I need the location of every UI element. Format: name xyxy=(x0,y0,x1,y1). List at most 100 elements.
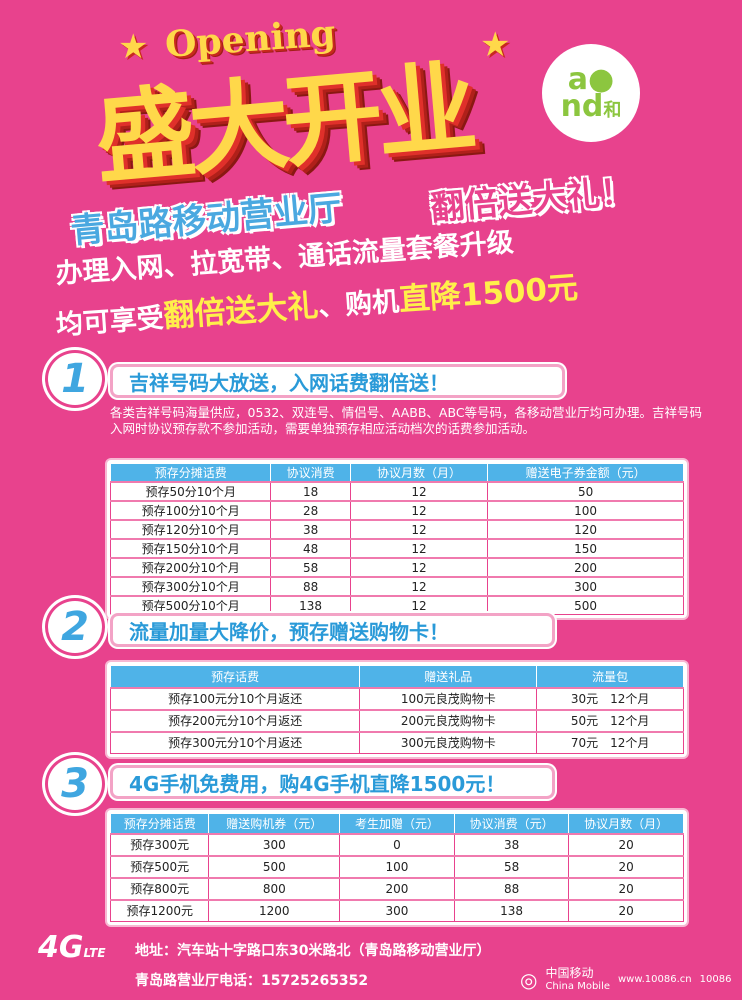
section1-table: 预存分摊话费 协议消费 协议月数（月） 赠送电子券金额（元） 预存50分10个月 18 12… xyxy=(107,460,687,618)
star-icon: ★ xyxy=(118,27,149,67)
table-cell: 0 xyxy=(339,832,455,856)
table-cell: 88 xyxy=(453,876,570,900)
table-cell: 20 xyxy=(568,876,684,900)
table-cell: 88 xyxy=(270,576,351,597)
table-cell: 12 xyxy=(349,576,489,597)
section1-description: 各类吉祥号码海量供应，0532、双连号、情侣号、AABB、ABC等号码，各移动营… xyxy=(110,405,703,436)
table-cell: 20 xyxy=(568,854,684,878)
table-row: 预存500分10个月 138 12 500 xyxy=(109,595,684,615)
table-cell: 20 xyxy=(568,898,684,922)
table-cell: 300 xyxy=(339,898,455,922)
table-header-row: 预存分摊话费 赠送购机券（元） 考生加赠（元） 协议消费（元） 协议月数（月） xyxy=(109,813,684,834)
section1-title: 吉祥号码大放送，入网话费翻倍送！ xyxy=(110,364,565,398)
table-cell: 18 xyxy=(270,481,351,502)
store-address: 地址：汽车站十字路口东30米路北（青岛路移动营业厅） xyxy=(135,943,491,959)
section3-table: 预存分摊话费 赠送购机券（元） 考生加赠（元） 协议消费（元） 协议月数（月） 预存300… xyxy=(107,810,687,925)
column-header: 协议消费（元） xyxy=(453,813,570,834)
table-cell: 50元 12个月 xyxy=(536,708,684,732)
china-mobile-logo-icon: ◎ xyxy=(520,967,538,992)
table-header-row: 预存分摊话费 协议消费 协议月数（月） 赠送电子券金额（元） xyxy=(109,463,684,483)
table-cell: 300 xyxy=(208,832,341,856)
table-cell: 预存500元 xyxy=(109,854,210,878)
table-cell: 28 xyxy=(270,500,351,521)
table-cell: 300 xyxy=(487,576,684,597)
table-cell: 12 xyxy=(349,595,489,615)
table-header-row: 预存话费 赠送礼品 流量包 xyxy=(109,665,684,688)
table-row: 预存300分10个月 88 12 300 xyxy=(109,576,684,597)
table-row: 预存100元分10个月返还 100元良茂购物卡 30元 12个月 xyxy=(109,686,684,710)
table-row: 预存500元 500 100 58 20 xyxy=(109,854,684,878)
website-logo[interactable]: www.10086.cn xyxy=(618,973,692,985)
table-cell: 12 xyxy=(349,500,489,521)
table-cell: 预存300元分10个月返还 xyxy=(109,730,361,754)
table-cell: 120 xyxy=(487,519,684,540)
and-brand-logo: a● nd和 xyxy=(542,44,640,142)
table-row: 预存300元分10个月返还 300元良茂购物卡 70元 12个月 xyxy=(109,730,684,754)
section-number-2: 2 xyxy=(45,598,105,656)
table-cell: 预存800元 xyxy=(109,876,210,900)
section-number-1: 1 xyxy=(45,350,105,408)
table-cell: 500 xyxy=(208,854,341,878)
table-cell: 预存500分10个月 xyxy=(109,595,272,615)
china-mobile-logos: ◎ 中国移动 China Mobile www.10086.cn 10086 xyxy=(520,966,731,993)
table-cell: 预存1200元 xyxy=(109,898,210,922)
table-cell: 58 xyxy=(270,557,351,578)
table-cell: 预存100分10个月 xyxy=(109,500,272,521)
section-number-3: 3 xyxy=(45,755,105,813)
table-cell: 200 xyxy=(339,876,455,900)
table-cell: 预存300元 xyxy=(109,832,210,856)
table-cell: 200元良茂购物卡 xyxy=(359,708,538,732)
table-cell: 20 xyxy=(568,832,684,856)
table-cell: 300元良茂购物卡 xyxy=(359,730,538,754)
column-header: 赠送礼品 xyxy=(359,665,538,688)
table-cell: 100 xyxy=(487,500,684,521)
table-cell: 12 xyxy=(349,519,489,540)
hotline-logo[interactable]: 10086 xyxy=(699,973,732,985)
table-row: 预存120分10个月 38 12 120 xyxy=(109,519,684,540)
column-header: 预存话费 xyxy=(109,665,361,688)
table-cell: 12 xyxy=(349,538,489,559)
highlight: 直降1500元 xyxy=(397,269,580,319)
column-header: 赠送电子券金额（元） xyxy=(487,463,684,483)
table-cell: 30元 12个月 xyxy=(536,686,684,710)
table-cell: 100元良茂购物卡 xyxy=(359,686,538,710)
table-row: 预存100分10个月 28 12 100 xyxy=(109,500,684,521)
column-header: 流量包 xyxy=(536,665,684,688)
table-cell: 12 xyxy=(349,557,489,578)
table-cell: 预存150分10个月 xyxy=(109,538,272,559)
section3-title: 4G手机免费用，购4G手机直降1500元！ xyxy=(110,765,555,799)
table-cell: 预存200元分10个月返还 xyxy=(109,708,361,732)
opening-text: Opening xyxy=(163,12,337,66)
table-cell: 150 xyxy=(487,538,684,559)
table-row: 预存50分10个月 18 12 50 xyxy=(109,481,684,502)
table-cell: 200 xyxy=(487,557,684,578)
table-cell: 58 xyxy=(453,854,570,878)
table-cell: 48 xyxy=(270,538,351,559)
table-cell: 12 xyxy=(349,481,489,502)
section2-title: 流量加量大降价，预存赠送购物卡！ xyxy=(110,613,555,647)
china-mobile-logo: 中国移动 China Mobile xyxy=(545,966,610,993)
column-header: 预存分摊话费 xyxy=(109,463,272,483)
store-phone[interactable]: 青岛路营业厅电话：15725265352 xyxy=(135,973,369,989)
column-header: 赠送购机券（元） xyxy=(208,813,341,834)
column-header: 预存分摊话费 xyxy=(109,813,210,834)
table-cell: 38 xyxy=(453,832,570,856)
table-row: 预存200元分10个月返还 200元良茂购物卡 50元 12个月 xyxy=(109,708,684,732)
table-cell: 100 xyxy=(339,854,455,878)
table-row: 预存300元 300 0 38 20 xyxy=(109,832,684,856)
table-cell: 预存300分10个月 xyxy=(109,576,272,597)
table-cell: 预存200分10个月 xyxy=(109,557,272,578)
4g-lte-logo: 4GLTE xyxy=(38,930,106,965)
table-cell: 138 xyxy=(270,595,351,615)
table-row: 预存800元 800 200 88 20 xyxy=(109,876,684,900)
cm-en: China Mobile xyxy=(545,981,610,992)
grand-opening-title: 盛大开业 xyxy=(90,48,476,199)
column-header: 考生加赠（元） xyxy=(339,813,455,834)
column-header: 协议月数（月） xyxy=(349,463,489,483)
table-cell: 预存100元分10个月返还 xyxy=(109,686,361,710)
promo-headline: 翻倍送大礼！ xyxy=(428,171,636,229)
table-row: 预存200分10个月 58 12 200 xyxy=(109,557,684,578)
column-header: 协议消费 xyxy=(270,463,351,483)
table-cell: 800 xyxy=(208,876,341,900)
table-cell: 138 xyxy=(453,898,570,922)
